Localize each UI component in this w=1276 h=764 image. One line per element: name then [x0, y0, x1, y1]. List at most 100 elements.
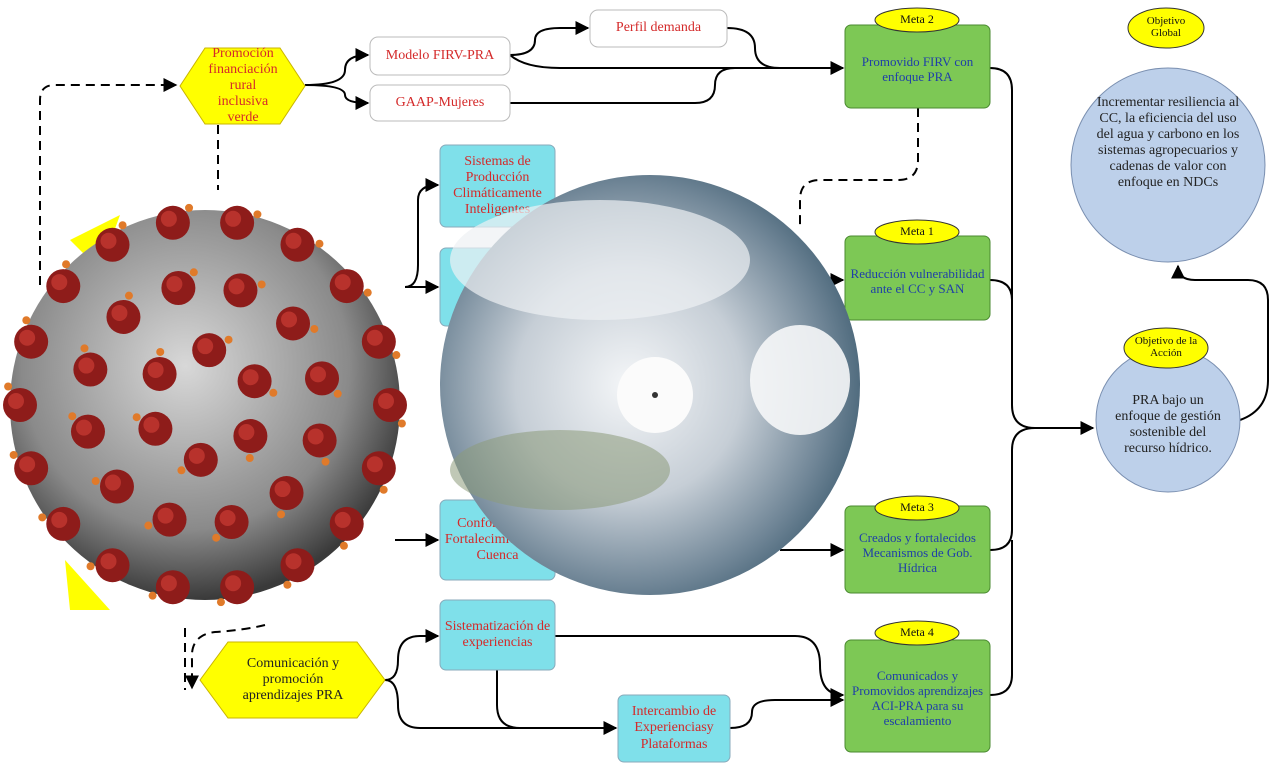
virus-spike: [307, 428, 324, 445]
virus-spike: [310, 324, 319, 333]
virus-spike: [315, 239, 324, 248]
virus-spike: [189, 268, 198, 277]
virus-spike: [62, 260, 71, 269]
virus-spike: [144, 521, 153, 530]
virus-spike: [22, 316, 31, 325]
virus-spike: [392, 351, 401, 360]
connector: [496, 670, 521, 729]
connector: [509, 54, 845, 75]
virus-spike: [228, 278, 245, 295]
connector: [989, 67, 1095, 435]
virus-spike: [148, 591, 157, 600]
virus-spike: [143, 416, 160, 433]
tag-label: Meta 2: [900, 12, 934, 27]
virus-spike: [397, 419, 406, 428]
connector: [510, 67, 736, 104]
virus-spike: [177, 466, 186, 475]
virus-spike: [197, 338, 214, 355]
virus-spike: [334, 511, 351, 528]
virus-spike: [147, 361, 164, 378]
virus-spike: [379, 485, 388, 494]
tag-label: Objetivo de la Acción: [1134, 335, 1198, 359]
virus-spike: [269, 388, 278, 397]
connector: [729, 693, 845, 729]
connector: [799, 108, 919, 230]
connector: [384, 679, 618, 735]
node-label: PRA bajo un enfoque de gestión sostenibl…: [1115, 392, 1221, 457]
box: [369, 36, 511, 76]
virus-spike: [91, 477, 100, 486]
virus-spike: [257, 280, 266, 289]
virus-spike: [156, 347, 165, 356]
node-label: Comunicación y promoción aprendizajes PR…: [242, 655, 344, 704]
tag-label: Meta 4: [900, 625, 934, 640]
tag-ellipse: [1123, 327, 1209, 369]
virus-spike: [285, 232, 302, 249]
virus-spike: [86, 562, 95, 571]
connector: [1171, 264, 1269, 421]
virus-spike: [366, 456, 383, 473]
virus-spike: [4, 382, 13, 391]
virus-spike: [160, 210, 177, 227]
virus-spike: [160, 575, 177, 592]
virus-spike: [245, 454, 254, 463]
virus-spike: [334, 274, 351, 291]
box: [617, 694, 731, 763]
connector: [509, 21, 590, 56]
connector: [304, 84, 370, 110]
node-label: Incrementar resiliencia al CC, la eficie…: [1096, 94, 1240, 191]
land: [450, 430, 670, 510]
cloud: [450, 200, 750, 320]
virus-spike: [9, 450, 18, 459]
tag-ellipse: [874, 620, 960, 646]
virus-spike: [277, 510, 286, 519]
node-label: Creados y fortalecidos Mecanismos de Gob…: [859, 530, 976, 575]
virus-spike: [78, 357, 95, 374]
tag-label: Meta 3: [900, 500, 934, 515]
virus-spike: [366, 329, 383, 346]
virus-spike: [111, 304, 128, 321]
connector: [726, 27, 781, 69]
virus-spikes: [3, 203, 407, 607]
virus-spike: [51, 511, 68, 528]
connector: [555, 635, 845, 702]
virus-spike: [8, 393, 24, 409]
node-label: Promovido FIRV con enfoque PRA: [861, 54, 974, 84]
virus-spike: [118, 221, 127, 230]
virus-spike: [19, 456, 36, 473]
tag-ellipse: [1127, 7, 1205, 49]
virus-spike: [216, 598, 225, 607]
virus-spike: [274, 481, 291, 498]
circle: [1070, 67, 1266, 263]
connector: [39, 78, 178, 285]
connectors: [39, 21, 1269, 735]
virus-spike: [225, 575, 242, 592]
connector: [989, 540, 1013, 696]
box: [439, 599, 556, 671]
node-label: Comunicados y Promovidos aprendizajes AC…: [851, 668, 984, 728]
tag-ellipse: [874, 7, 960, 33]
virus-spike: [225, 210, 242, 227]
virus-spike: [80, 344, 89, 353]
hexagon: [199, 641, 386, 719]
node-label: Reducción vulnerabilidad ante el CC y SA…: [850, 266, 985, 296]
connector: [304, 48, 370, 86]
box: [369, 84, 511, 122]
box: [589, 9, 728, 48]
virus-image: [10, 210, 400, 600]
tag-ellipse: [874, 495, 960, 521]
tag-label: Objetivo Global: [1146, 15, 1186, 39]
connector: [989, 279, 1013, 301]
virus-spike: [166, 275, 183, 292]
virus-spike: [283, 580, 292, 589]
virus-spike: [378, 393, 394, 409]
virus-spike: [68, 412, 77, 421]
virus-spike: [253, 210, 262, 219]
tag-label: Meta 1: [900, 224, 934, 239]
node-label: GAAP-Mujeres: [395, 94, 485, 110]
virus-spike: [281, 311, 298, 328]
